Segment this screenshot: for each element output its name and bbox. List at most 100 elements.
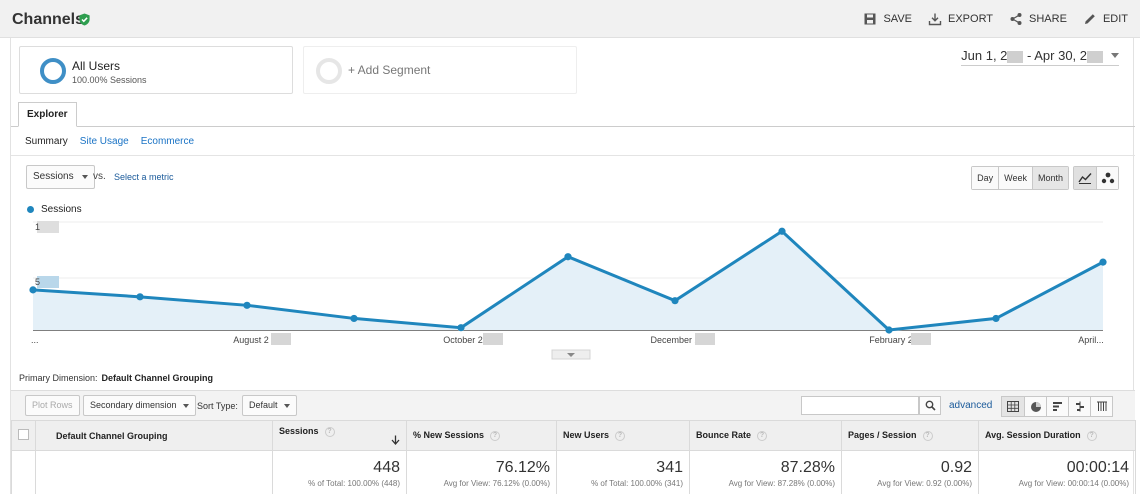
granularity-month-button[interactable]: Month — [1032, 167, 1068, 189]
help-icon[interactable]: ? — [1086, 430, 1097, 441]
date-range-picker[interactable]: Jun 1, 2 - Apr 30, 2 — [961, 48, 1119, 66]
sort-type-value: Default — [249, 400, 278, 410]
redacted-tick-value — [911, 333, 931, 345]
date-range-text: Jun 1, 2 - Apr 30, 2 — [961, 48, 1103, 63]
total-bounce-rate: 87.28% Avg for View: 87.28% (0.00%) — [689, 450, 842, 494]
column-header-new-users[interactable]: New Users? — [556, 420, 690, 451]
segment-share: 100.00% Sessions — [72, 75, 147, 85]
add-segment-label: + Add Segment — [348, 63, 431, 77]
export-label: EXPORT — [948, 13, 994, 25]
add-segment-button[interactable]: + Add Segment — [303, 46, 577, 94]
pie-chart-icon — [1030, 401, 1041, 412]
column-header-pages-per-session[interactable]: Pages / Session? — [841, 420, 979, 451]
primary-dimension: Primary Dimension: Default Channel Groupi… — [19, 373, 213, 383]
sessions-data-point — [564, 253, 572, 261]
help-icon[interactable]: ? — [615, 430, 626, 441]
total-new-users: 341 % of Total: 100.00% (341) — [556, 450, 690, 494]
select-all-cell — [11, 420, 36, 451]
page-title: Channels — [12, 11, 85, 28]
total-pages-per-session: 0.92 Avg for View: 0.92 (0.00%) — [841, 450, 979, 494]
subtab-ecommerce[interactable]: Ecommerce — [140, 136, 195, 147]
redacted-year — [1007, 50, 1024, 63]
metric-selector[interactable]: Sessions — [26, 165, 95, 189]
x-tick-label: February 2 — [869, 335, 913, 345]
column-label: Sessions — [279, 426, 319, 436]
vs-label: vs. — [93, 171, 106, 182]
column-label: Bounce Rate — [696, 430, 752, 441]
report-header: Channels SAVE EXPORT SHARE EDIT — [0, 0, 1140, 38]
legend-swatch — [27, 206, 34, 213]
comparison-view-button[interactable] — [1068, 397, 1090, 416]
total-value: 00:00:14 — [1066, 459, 1129, 476]
column-label: Pages / Session — [848, 430, 917, 441]
help-icon[interactable]: ? — [490, 430, 501, 441]
column-header-bounce-rate[interactable]: Bounce Rate? — [689, 420, 842, 451]
export-button[interactable]: EXPORT — [928, 12, 993, 26]
redacted-tick-value — [37, 276, 59, 288]
share-label: SHARE — [1029, 13, 1067, 25]
table-search-input[interactable] — [801, 396, 919, 415]
total-sub: Avg for View: 00:00:14 (0.00%) — [1018, 479, 1129, 488]
chevron-down-icon — [1111, 53, 1119, 58]
search-button[interactable] — [919, 396, 941, 415]
share-button[interactable]: SHARE — [1009, 12, 1067, 26]
y-tick-label: 5 — [35, 277, 40, 287]
comparison-icon — [1075, 401, 1084, 412]
sessions-chart: 1 5... August 2 October 2 December 2 February… — [11, 218, 1135, 360]
export-icon — [928, 13, 942, 26]
total-sub: % of Total: 100.00% (341) — [591, 479, 683, 488]
column-header-channel-grouping[interactable]: Default Channel Grouping — [35, 420, 273, 451]
redacted-year — [1087, 50, 1103, 63]
help-icon[interactable]: ? — [324, 426, 335, 437]
redacted-tick-value — [271, 333, 291, 345]
line-chart-button[interactable] — [1074, 167, 1096, 189]
subtab-summary[interactable]: Summary — [25, 136, 68, 147]
verified-shield-icon — [79, 13, 90, 26]
primary-dimension-value[interactable]: Default Channel Grouping — [101, 373, 214, 383]
select-metric-link[interactable]: Select a metric — [114, 172, 174, 182]
tab-explorer[interactable]: Explorer — [18, 102, 77, 127]
advanced-filter-link[interactable]: advanced — [949, 400, 993, 411]
search-icon — [925, 400, 936, 411]
chart-type-toggle — [1073, 166, 1119, 190]
total-sub: Avg for View: 76.12% (0.00%) — [443, 479, 550, 488]
segment-all-users[interactable]: All Users 100.00% Sessions — [19, 46, 293, 94]
save-icon — [864, 13, 876, 25]
motion-chart-button[interactable] — [1096, 167, 1118, 189]
table-toolbar: Plot Rows Secondary dimension Sort Type:… — [11, 390, 1135, 420]
pie-view-button[interactable] — [1024, 397, 1046, 416]
primary-dimension-label: Primary Dimension: — [19, 373, 98, 383]
column-header-new-sessions[interactable]: % New Sessions? — [406, 420, 557, 451]
sort-type-dropdown[interactable]: Default — [242, 395, 297, 416]
total-sub: % of Total: 100.00% (448) — [308, 479, 400, 488]
totals-row: 448 % of Total: 100.00% (448) 76.12% Avg f… — [11, 450, 1136, 494]
help-icon[interactable]: ? — [757, 430, 768, 441]
chart-legend: Sessions — [27, 204, 82, 215]
performance-view-button[interactable] — [1046, 397, 1068, 416]
select-all-checkbox[interactable] — [18, 429, 29, 440]
column-label: New Users — [563, 430, 610, 441]
legend-label: Sessions — [41, 204, 82, 215]
total-value: 0.92 — [940, 459, 972, 476]
column-header-avg-session-duration[interactable]: Avg. Session Duration? — [978, 420, 1136, 451]
x-tick-label: April... — [1078, 335, 1104, 345]
plot-rows-button[interactable]: Plot Rows — [25, 395, 80, 416]
sessions-chart-svg: 1 5... August 2 October 2 December 2 February… — [29, 221, 1107, 360]
edit-icon — [1084, 14, 1095, 24]
totals-label-cell — [35, 450, 273, 494]
secondary-dimension-dropdown[interactable]: Secondary dimension — [83, 395, 196, 416]
sessions-data-point — [29, 286, 37, 294]
total-sessions: 448 % of Total: 100.00% (448) — [272, 450, 407, 494]
help-icon[interactable]: ? — [922, 430, 933, 441]
edit-button[interactable]: EDIT — [1083, 12, 1128, 26]
granularity-day-button[interactable]: Day — [972, 167, 1000, 189]
term-cloud-view-button[interactable] — [1090, 397, 1112, 416]
redacted-tick-value — [695, 333, 715, 345]
chevron-down-icon — [81, 175, 88, 179]
report-actions: SAVE EXPORT SHARE EDIT — [863, 12, 1128, 26]
granularity-week-button[interactable]: Week — [999, 167, 1033, 189]
column-header-sessions[interactable]: Sessions? — [272, 420, 407, 451]
subtab-site-usage[interactable]: Site Usage — [79, 136, 129, 147]
data-table-view-button[interactable] — [1002, 397, 1024, 416]
save-button[interactable]: SAVE — [863, 12, 912, 26]
